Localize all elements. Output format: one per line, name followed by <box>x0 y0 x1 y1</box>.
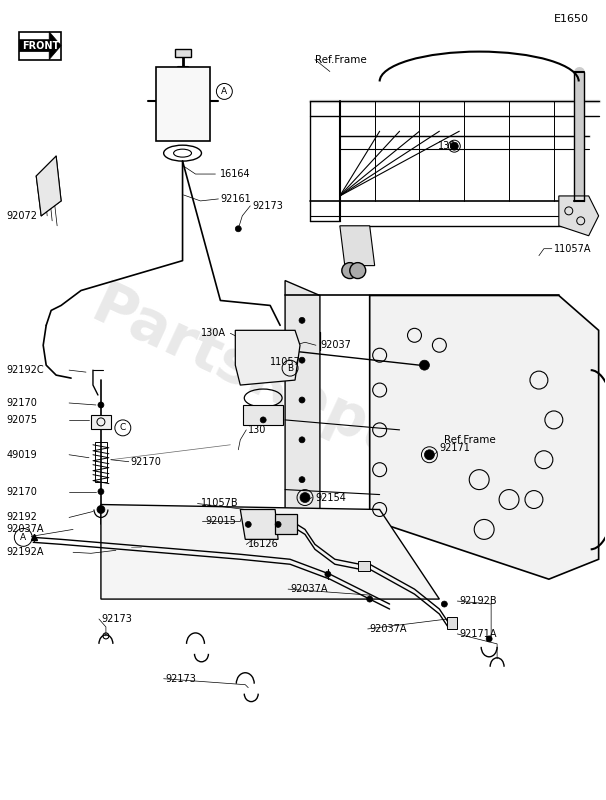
Text: 92192B: 92192B <box>459 596 497 606</box>
Text: A: A <box>20 533 26 542</box>
Circle shape <box>325 571 331 577</box>
Text: E1650: E1650 <box>554 14 588 24</box>
Circle shape <box>299 357 305 363</box>
Polygon shape <box>36 156 61 216</box>
Circle shape <box>235 226 241 232</box>
Circle shape <box>98 402 104 408</box>
Circle shape <box>450 142 458 150</box>
Text: 92192A: 92192A <box>7 547 44 558</box>
Text: 92173: 92173 <box>165 674 196 684</box>
Text: 92170: 92170 <box>7 486 37 497</box>
Circle shape <box>299 437 305 443</box>
Polygon shape <box>285 281 320 519</box>
Text: 92173: 92173 <box>101 614 132 624</box>
Circle shape <box>367 596 373 602</box>
Circle shape <box>350 262 365 278</box>
Circle shape <box>275 522 281 527</box>
Circle shape <box>424 450 435 460</box>
Polygon shape <box>101 505 439 599</box>
Text: 92171: 92171 <box>439 442 470 453</box>
Text: 92192: 92192 <box>7 513 37 522</box>
Text: 11057: 11057 <box>270 357 301 367</box>
Text: A: A <box>221 87 227 96</box>
Text: 16126: 16126 <box>248 539 279 550</box>
Text: 130A: 130A <box>201 328 225 338</box>
Text: Ref.Frame: Ref.Frame <box>315 54 367 65</box>
Text: 92170: 92170 <box>131 457 162 466</box>
Polygon shape <box>241 510 278 539</box>
Text: B: B <box>287 364 293 373</box>
Circle shape <box>98 489 104 494</box>
Bar <box>243 405 283 425</box>
Text: 49019: 49019 <box>7 450 37 460</box>
Text: 130: 130 <box>248 425 267 435</box>
Bar <box>358 562 370 571</box>
Text: 92037: 92037 <box>320 340 351 350</box>
Circle shape <box>300 493 310 502</box>
Text: 92037A: 92037A <box>370 624 407 634</box>
Circle shape <box>419 360 430 370</box>
Circle shape <box>299 477 305 482</box>
Polygon shape <box>340 226 375 266</box>
Text: 130: 130 <box>438 141 456 151</box>
Circle shape <box>441 601 447 607</box>
Circle shape <box>299 318 305 323</box>
Bar <box>275 514 297 534</box>
Text: 16164: 16164 <box>221 169 251 179</box>
Text: FRONT: FRONT <box>22 41 60 50</box>
Circle shape <box>97 506 105 514</box>
Bar <box>156 66 210 141</box>
Bar <box>447 617 458 629</box>
Bar <box>91 415 111 429</box>
Text: 92015: 92015 <box>205 517 236 526</box>
Text: 92192C: 92192C <box>7 365 44 375</box>
Text: 92075: 92075 <box>7 415 38 425</box>
Circle shape <box>299 397 305 403</box>
Text: 92037A: 92037A <box>7 525 44 534</box>
Text: 92173: 92173 <box>252 201 283 211</box>
Circle shape <box>342 262 358 278</box>
Circle shape <box>486 636 492 642</box>
Text: 92161: 92161 <box>221 194 251 204</box>
Bar <box>175 49 190 57</box>
Polygon shape <box>235 330 300 385</box>
Polygon shape <box>559 196 599 236</box>
Bar <box>95 442 107 482</box>
Text: 11057B: 11057B <box>201 498 238 507</box>
Text: 92171A: 92171A <box>459 629 497 639</box>
Polygon shape <box>19 32 61 59</box>
Circle shape <box>245 522 251 527</box>
Text: 11057A: 11057A <box>554 244 591 254</box>
Text: 92170: 92170 <box>7 398 37 408</box>
Text: 92072: 92072 <box>7 211 38 221</box>
Text: 92154: 92154 <box>315 493 346 502</box>
Text: C: C <box>120 423 126 432</box>
Text: Ref.Frame: Ref.Frame <box>444 435 496 445</box>
Circle shape <box>260 417 266 423</box>
Polygon shape <box>370 295 599 579</box>
Bar <box>19 32 61 59</box>
Text: PartsRepublik: PartsRepublik <box>82 277 524 523</box>
Text: 92037A: 92037A <box>290 584 328 594</box>
